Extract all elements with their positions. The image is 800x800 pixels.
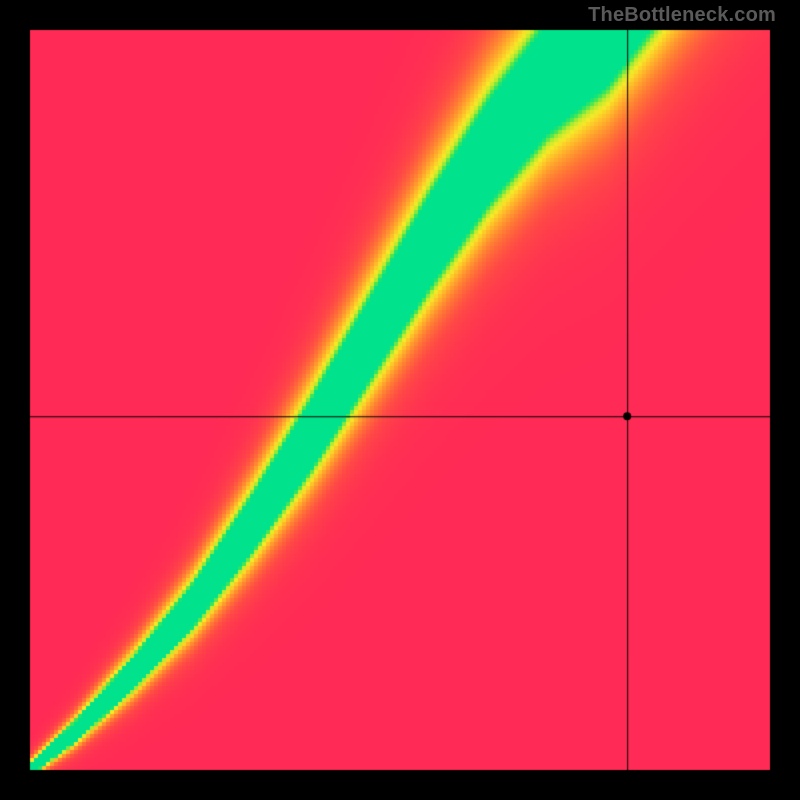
- chart-container: TheBottleneck.com: [0, 0, 800, 800]
- watermark-text: TheBottleneck.com: [588, 4, 776, 27]
- bottleneck-heatmap: [0, 0, 800, 800]
